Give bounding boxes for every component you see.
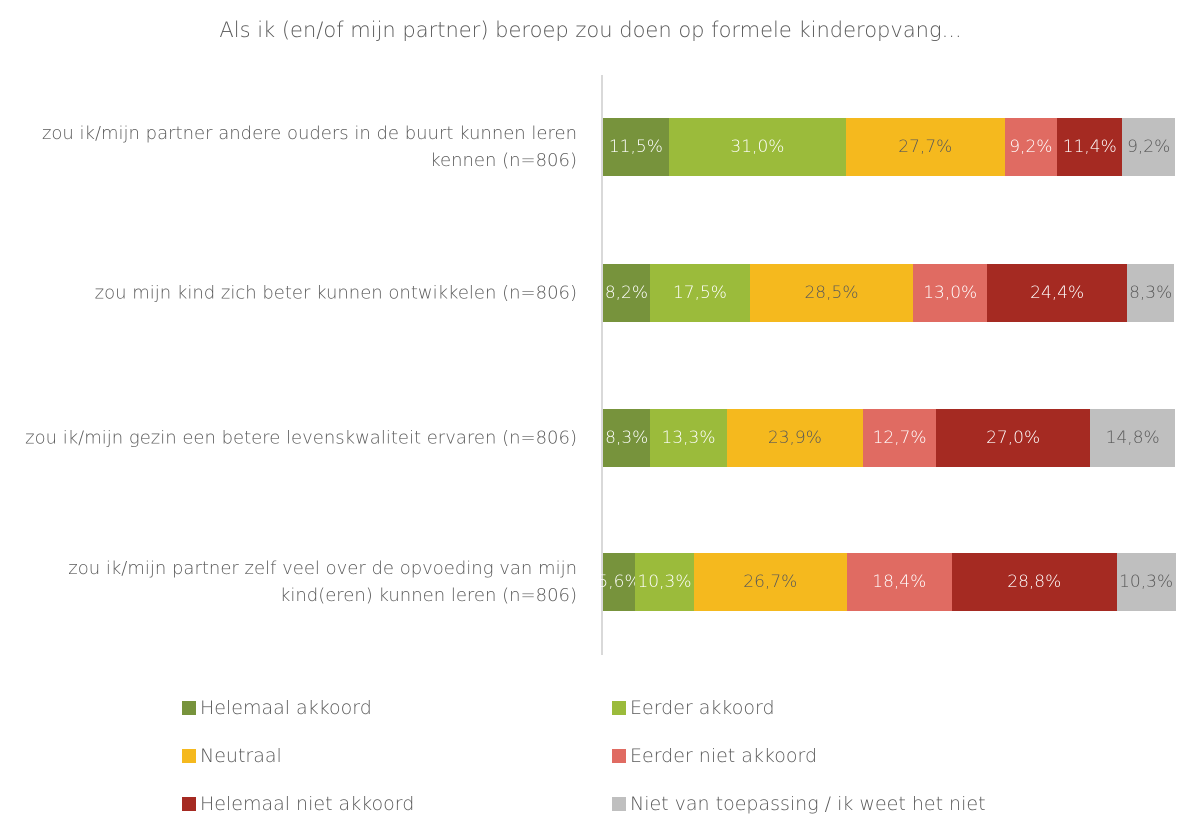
axis-line [601,75,603,655]
bar-segment [1126,264,1175,322]
legend-label: Helemaal akkoord [200,697,372,719]
data-label: 13,3% [661,428,716,448]
bar-segment [1116,553,1176,611]
data-label: 11,4% [1062,137,1117,157]
data-label: 9,2% [1127,137,1171,157]
bar-segment [951,553,1117,611]
data-label: 9,2% [1009,137,1053,157]
bar-segment [603,264,650,322]
bar-segment [1090,409,1175,467]
legend-swatch [612,701,626,715]
data-label: 28,5% [804,283,859,303]
bar-segment [635,553,694,611]
legend-swatch [182,797,196,811]
legend-swatch [182,749,196,763]
legend-swatch [182,701,196,715]
data-label: 27,7% [898,137,953,157]
data-label: 27,0% [986,428,1041,448]
legend-swatch [612,749,626,763]
data-label: 11,5% [608,137,663,157]
data-label: 8,2% [604,283,649,303]
chart-title: Als ik (en/of mijn partner) beroep zou d… [219,18,962,42]
category-label: zou ik/mijn gezin een betere levenskwali… [25,427,577,449]
category-label: zou ik/mijn partner zelf veel over de op… [68,558,577,606]
bar-segment [650,409,727,467]
data-label: 14,8% [1105,428,1160,448]
bar-segment [668,118,847,176]
legend-label: Neutraal [200,745,282,767]
data-label: 18,4% [872,572,927,592]
category-label: zou ik/mijn partner andere ouders in de … [41,123,577,171]
data-label: 12,7% [872,428,927,448]
data-label: 26,7% [743,572,798,592]
bar-segment [913,264,988,322]
bar-segment [935,409,1091,467]
legend-swatch [612,797,626,811]
bar-segment [846,553,952,611]
data-label: 10,3% [1119,572,1174,592]
data-label: 8,3% [1129,283,1173,303]
bar-segment [1057,118,1123,176]
legend-label: Niet van toepassing / ik weet het niet [630,793,986,815]
data-label: 17,5% [672,283,727,303]
bar-segment [649,264,750,322]
data-label: 24,4% [1030,283,1085,303]
bar-segment [987,264,1127,322]
data-label: 31,0% [730,137,785,157]
bar-segment [863,409,936,467]
legend-label: Helemaal niet akkoord [200,793,415,815]
data-label: 5,6% [597,572,641,592]
bar-segment [726,409,864,467]
data-label: 8,3% [605,428,649,448]
category-label: zou mijn kind zich beter kunnen ontwikke… [94,282,577,304]
data-label: 13,0% [923,283,978,303]
bar-segment [1004,118,1058,176]
data-label: 10,3% [637,572,692,592]
bar-segment [1122,118,1175,176]
data-label: 23,9% [767,428,822,448]
bar-segment [603,118,669,176]
bar-segment [846,118,1005,176]
bar-segment [603,409,651,467]
bar-segment [603,553,636,611]
bar-segment [750,264,914,322]
legend-label: Eerder niet akkoord [630,745,818,767]
legend-label: Eerder akkoord [630,697,775,719]
data-label: 28,8% [1007,572,1062,592]
bar-segment [693,553,847,611]
